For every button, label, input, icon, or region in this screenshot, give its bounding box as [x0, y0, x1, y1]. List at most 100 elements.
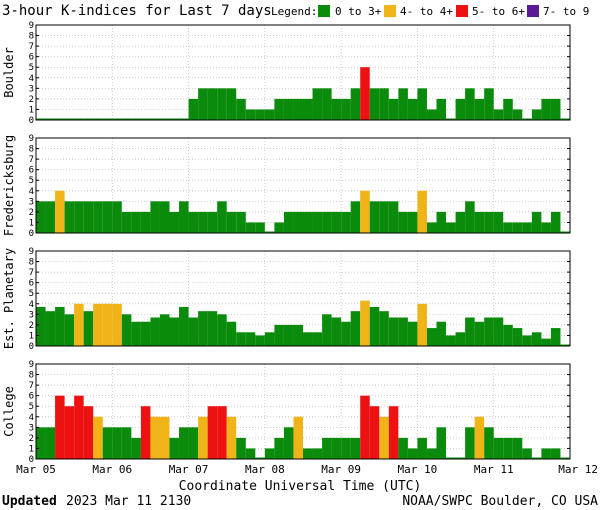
k-index-bar [455, 457, 466, 459]
source-credit: NOAA/SWPC Boulder, CO USA [402, 494, 598, 509]
k-index-bar [236, 332, 246, 346]
k-index-bar [283, 324, 294, 346]
y-tick-label: 6 [29, 392, 34, 402]
k-index-bar [245, 109, 256, 120]
k-index-bar [493, 211, 504, 233]
x-axis-ticks: Mar 05 Mar 06 Mar 07 Mar 08 Mar 09 Mar 10 Mar … [16, 463, 598, 476]
k-index-bar [64, 406, 75, 459]
k-index-bar [426, 328, 437, 346]
k-index-bar [360, 190, 370, 233]
y-tick-label: 4 [29, 413, 34, 423]
k-index-bar [474, 98, 485, 120]
y-tick-label: 7 [29, 42, 34, 52]
k-index-bar [169, 118, 180, 120]
k-index-bar [388, 201, 399, 233]
k-index-bar [188, 317, 199, 346]
k-index-bar [36, 118, 46, 120]
k-index-bar [236, 98, 246, 120]
k-index-bar [179, 427, 189, 459]
k-index-bar [226, 321, 237, 346]
k-index-bar [64, 118, 75, 120]
k-index-bar [379, 201, 389, 233]
k-index-bar [446, 457, 456, 459]
y-tick-label: 7 [29, 155, 34, 165]
k-index-bar [179, 201, 189, 233]
k-index-bar [150, 317, 160, 346]
k-index-bar [455, 98, 466, 120]
k-index-bar [360, 67, 370, 120]
k-index-bar [264, 332, 275, 346]
k-index-bar [140, 406, 151, 459]
k-index-bar [169, 317, 180, 346]
legend-item-5-6: 5- to 6+ [472, 5, 525, 18]
k-index-bar [369, 406, 380, 459]
panels: 0123456789Boulder0123456789Fredericksbur… [2, 21, 571, 465]
k-index-bar [541, 98, 551, 120]
k-index-bar [426, 222, 437, 233]
x-tick-label: Mar 07 [169, 463, 209, 476]
k-index-bar [283, 211, 294, 233]
k-index-bar [550, 448, 561, 459]
k-index-bar [312, 332, 323, 346]
k-index-bar [341, 98, 351, 120]
k-index-bar [55, 190, 65, 233]
k-index-bar [493, 317, 504, 346]
k-index-bar [417, 88, 427, 120]
y-tick-label: 4 [29, 74, 34, 84]
k-index-bar [207, 406, 218, 459]
y-tick-label: 1 [29, 105, 34, 115]
k-index-bar [293, 211, 303, 233]
k-index-bar [207, 88, 218, 120]
k-index-bar [531, 457, 542, 459]
k-index-bar [484, 317, 494, 346]
k-index-bar [74, 303, 84, 346]
k-index-bar [112, 118, 122, 120]
k-index-bar [179, 306, 189, 346]
k-index-bar [407, 448, 418, 459]
k-index-bar [36, 306, 46, 346]
y-tick-label: 5 [29, 289, 34, 299]
k-index-bar [550, 328, 561, 346]
k-index-bar [303, 98, 313, 120]
k-index-bar [217, 201, 227, 233]
y-tick-label: 3 [29, 197, 34, 207]
k-index-bar [322, 88, 332, 120]
k-index-bar [93, 118, 103, 120]
legend-label: Legend: [271, 5, 317, 18]
k-index-bar [484, 88, 494, 120]
k-index-bar [550, 211, 561, 233]
y-tick-label: 2 [29, 321, 34, 331]
k-index-bar [531, 109, 542, 120]
k-index-bar [226, 88, 237, 120]
k-index-bar [255, 457, 265, 459]
k-index-bar [379, 416, 389, 459]
k-index-bar [322, 211, 332, 233]
k-index-bar [331, 211, 342, 233]
k-index-bar [303, 332, 313, 346]
k-index-bar [465, 88, 475, 120]
panel-frame [35, 250, 571, 347]
k-index-bar [236, 211, 246, 233]
k-index-bar [45, 427, 56, 459]
k-index-bar [64, 201, 75, 233]
k-index-bar [74, 395, 84, 459]
k-index-bar [474, 321, 485, 346]
k-index-bar [522, 222, 532, 233]
k-index-bar [64, 314, 75, 346]
k-index-bar [93, 416, 103, 459]
x-tick-label: Mar 09 [321, 463, 361, 476]
x-tick-label: Mar 06 [92, 463, 132, 476]
k-index-bar [303, 448, 313, 459]
k-index-bar [484, 427, 494, 459]
k-index-bar [531, 332, 542, 346]
y-tick-label: 3 [29, 310, 34, 320]
k-index-bar [560, 118, 570, 120]
k-index-bar [274, 98, 284, 120]
k-index-bar [131, 118, 141, 120]
k-index-bar [283, 98, 294, 120]
k-index-bar [198, 416, 208, 459]
k-index-bar [465, 427, 475, 459]
